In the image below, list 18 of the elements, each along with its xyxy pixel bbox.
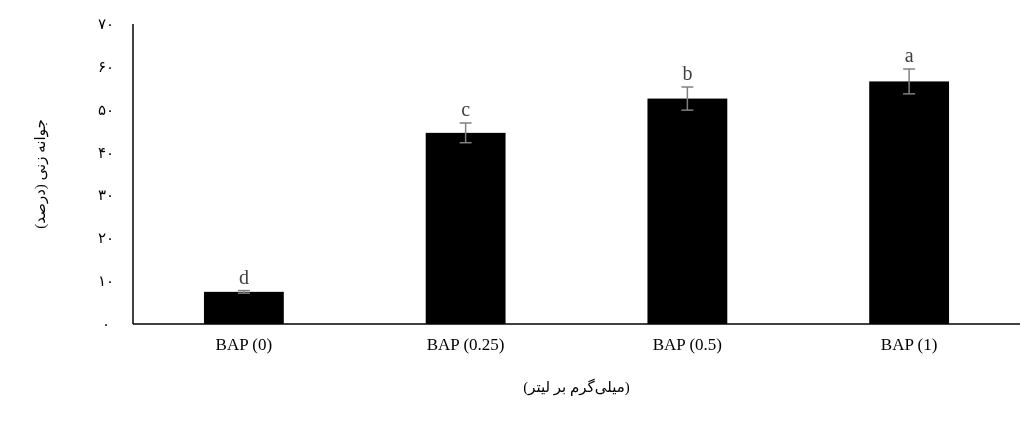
x-tick-label: BAP (0.25) [426,335,505,354]
annotation: c [461,98,471,120]
y-tick-label: ۷۰ [97,16,115,32]
y-tick-label: ۱۰ [97,273,115,290]
x-axis-title: (میلی‌گرم بر لیتر) [523,378,630,396]
y-tick-label: ۳۰ [97,187,115,204]
annotation: b [682,62,693,84]
y-tick-label: ۰ [101,316,111,332]
y-tick-label: ۶۰ [97,58,115,75]
x-tick-label: BAP (1) [880,335,938,354]
x-tick-label: BAP (0.5) [652,335,723,354]
annotation: d [238,265,249,288]
y-tick-label: ۵۰ [97,101,115,118]
annotation: a [904,44,914,66]
y-tick-label: ۲۰ [97,230,115,247]
y-axis-title: جوانه زنی (درصد) [32,119,49,229]
y-tick-label: ۴۰ [97,144,115,161]
x-tick-label: BAP (0) [215,335,273,354]
